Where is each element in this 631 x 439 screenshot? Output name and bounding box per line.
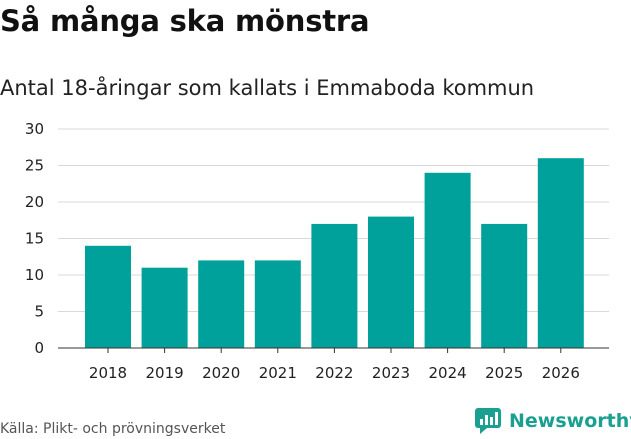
x-tick-label: 2022 xyxy=(315,364,353,382)
bar-2022 xyxy=(311,223,358,348)
chart-title: Så många ska mönstra xyxy=(0,4,370,38)
x-tick-label: 2018 xyxy=(89,364,127,382)
brand-logo[interactable]: Newsworthy xyxy=(475,408,631,434)
x-axis-ticks: 2018 2019 2020 2021 2022 2023 2024 2025 2026 xyxy=(89,348,580,382)
y-tick-label: 5 xyxy=(34,303,44,321)
y-tick-label: 30 xyxy=(25,120,44,138)
x-tick-label: 2023 xyxy=(372,364,410,382)
x-tick-label: 2020 xyxy=(202,364,240,382)
bar-2026 xyxy=(537,158,584,348)
y-axis-ticks: 0 5 10 15 20 25 30 xyxy=(25,120,44,357)
y-tick-label: 0 xyxy=(34,339,44,357)
source-note: Källa: Plikt- och prövningsverket xyxy=(0,421,226,437)
y-tick-label: 25 xyxy=(25,157,44,175)
newsworthy-logo-icon xyxy=(475,408,501,434)
bar-2023 xyxy=(368,216,414,348)
y-tick-label: 10 xyxy=(25,266,44,284)
bar-2021 xyxy=(254,260,301,348)
x-tick-label: 2025 xyxy=(485,364,523,382)
y-tick-label: 20 xyxy=(25,193,44,211)
bar-2018 xyxy=(85,245,131,348)
bar-2025 xyxy=(481,223,528,348)
x-tick-label: 2024 xyxy=(429,364,467,382)
y-tick-label: 15 xyxy=(25,230,44,248)
bar-2019 xyxy=(141,267,188,348)
x-tick-label: 2021 xyxy=(259,364,297,382)
x-tick-label: 2019 xyxy=(146,364,184,382)
bar-2024 xyxy=(424,172,471,348)
bars xyxy=(85,158,584,348)
brand-name: Newsworthy xyxy=(509,410,631,432)
chart-subtitle: Antal 18-åringar som kallats i Emmaboda … xyxy=(0,76,535,100)
x-tick-label: 2026 xyxy=(542,364,580,382)
bar-2020 xyxy=(198,260,245,348)
